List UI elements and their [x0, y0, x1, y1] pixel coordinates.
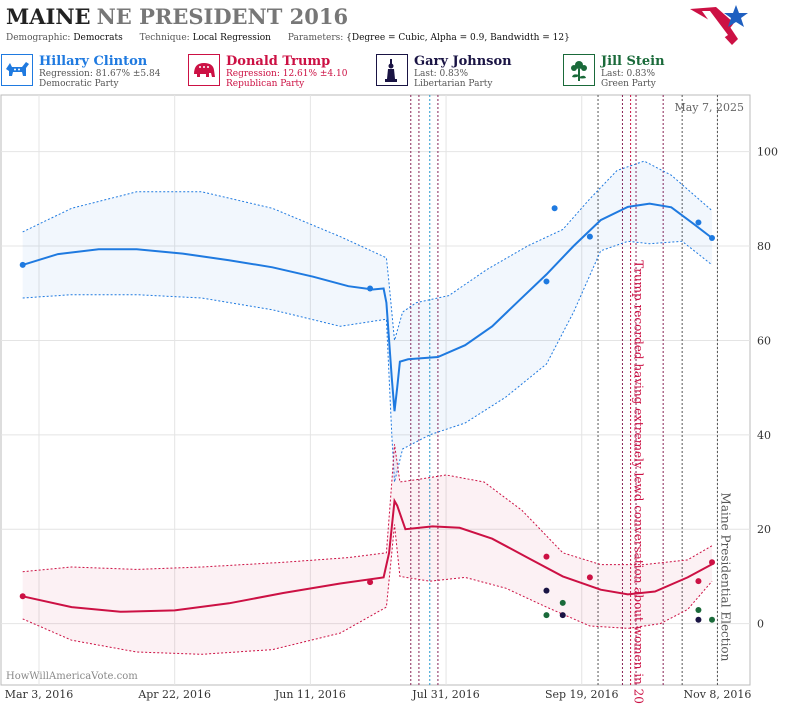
candidate-stat: Regression: 81.67% ±5.84: [39, 69, 161, 79]
data-point: [586, 574, 593, 581]
liberty-statue-icon: [376, 54, 408, 86]
data-point: [695, 606, 702, 613]
regression-line: [22, 202, 713, 412]
event-annotation: Trump recorded having extremely lewd con…: [632, 260, 646, 704]
candidate-stat: Last: 0.83%: [414, 69, 469, 79]
data-point: [19, 261, 26, 268]
technique-value: Local Regression: [192, 33, 271, 43]
plot-frame: [0, 94, 751, 686]
y-tick-label: 80: [757, 240, 771, 253]
page-title: MAINE NE PRESIDENT 2016: [6, 4, 348, 29]
x-tick-label: Sep 19, 2016: [545, 688, 619, 701]
x-tick-label: Nov 8, 2016: [683, 688, 751, 701]
flag-star-icon: [690, 5, 748, 45]
candidate-stat: Regression: 12.61% ±4.10: [226, 69, 348, 79]
flower-icon: [563, 54, 595, 86]
y-tick-label: 60: [757, 334, 771, 347]
x-tick-label: Apr 22, 2016: [137, 688, 211, 701]
demographic-value: Democrats: [73, 33, 123, 43]
x-tick-label: Jun 11, 2016: [274, 688, 346, 701]
y-tick-label: 20: [757, 523, 771, 536]
date-label: May 7, 2025: [674, 101, 744, 114]
x-tick-label: Jul 31, 2016: [411, 688, 480, 701]
data-point: [19, 593, 26, 600]
data-point: [543, 553, 550, 560]
watermark: HowWillAmericaVote.com: [6, 671, 138, 682]
regression-line: [22, 497, 713, 613]
confidence-band: [22, 161, 712, 482]
data-point: [559, 599, 566, 606]
candidate-name: Gary Johnson: [414, 54, 512, 69]
candidate-stat: Last: 0.83%: [601, 69, 656, 79]
confidence-band: [22, 444, 712, 655]
candidate-party: Green Party: [601, 79, 656, 89]
elephant-icon: [188, 54, 220, 86]
data-point: [367, 579, 374, 586]
data-point: [551, 205, 558, 212]
data-point: [543, 612, 550, 619]
data-point: [695, 578, 702, 585]
data-point: [543, 587, 550, 594]
data-point: [709, 559, 716, 566]
donkey-icon: [1, 54, 33, 86]
candidate-name: Hillary Clinton: [39, 54, 148, 69]
data-point: [543, 278, 550, 285]
technique-label: Technique:: [139, 33, 190, 43]
candidate-party: Republican Party: [226, 79, 305, 89]
data-point: [695, 219, 702, 226]
y-tick-label: 40: [757, 429, 771, 442]
x-tick-label: Mar 3, 2016: [5, 688, 74, 701]
candidate-name: Donald Trump: [226, 54, 331, 69]
y-tick-label: 100: [757, 146, 778, 159]
parameters-line: Demographic: Democrats Technique: Local …: [6, 33, 570, 43]
demographic-label: Demographic:: [6, 33, 71, 43]
parameters-value: {Degree = Cubic, Alpha = 0.9, Bandwidth …: [346, 33, 570, 43]
data-point: [586, 233, 593, 240]
data-point: [709, 235, 716, 242]
y-tick-label: 0: [757, 618, 764, 631]
data-point: [709, 616, 716, 623]
data-point: [367, 285, 374, 292]
candidate-party: Libertarian Party: [414, 79, 493, 89]
candidate-party: Democratic Party: [39, 79, 119, 89]
data-point: [695, 616, 702, 623]
title-state: MAINE: [6, 4, 91, 29]
event-annotation: Maine Presidential Election: [718, 493, 732, 662]
title-text: NE PRESIDENT 2016: [96, 4, 349, 29]
band-upper-line: [22, 160, 713, 341]
band-lower-line: [22, 524, 713, 655]
data-point: [559, 612, 566, 619]
candidate-name: Jill Stein: [601, 54, 665, 69]
parameters-label: Parameters:: [287, 33, 344, 43]
